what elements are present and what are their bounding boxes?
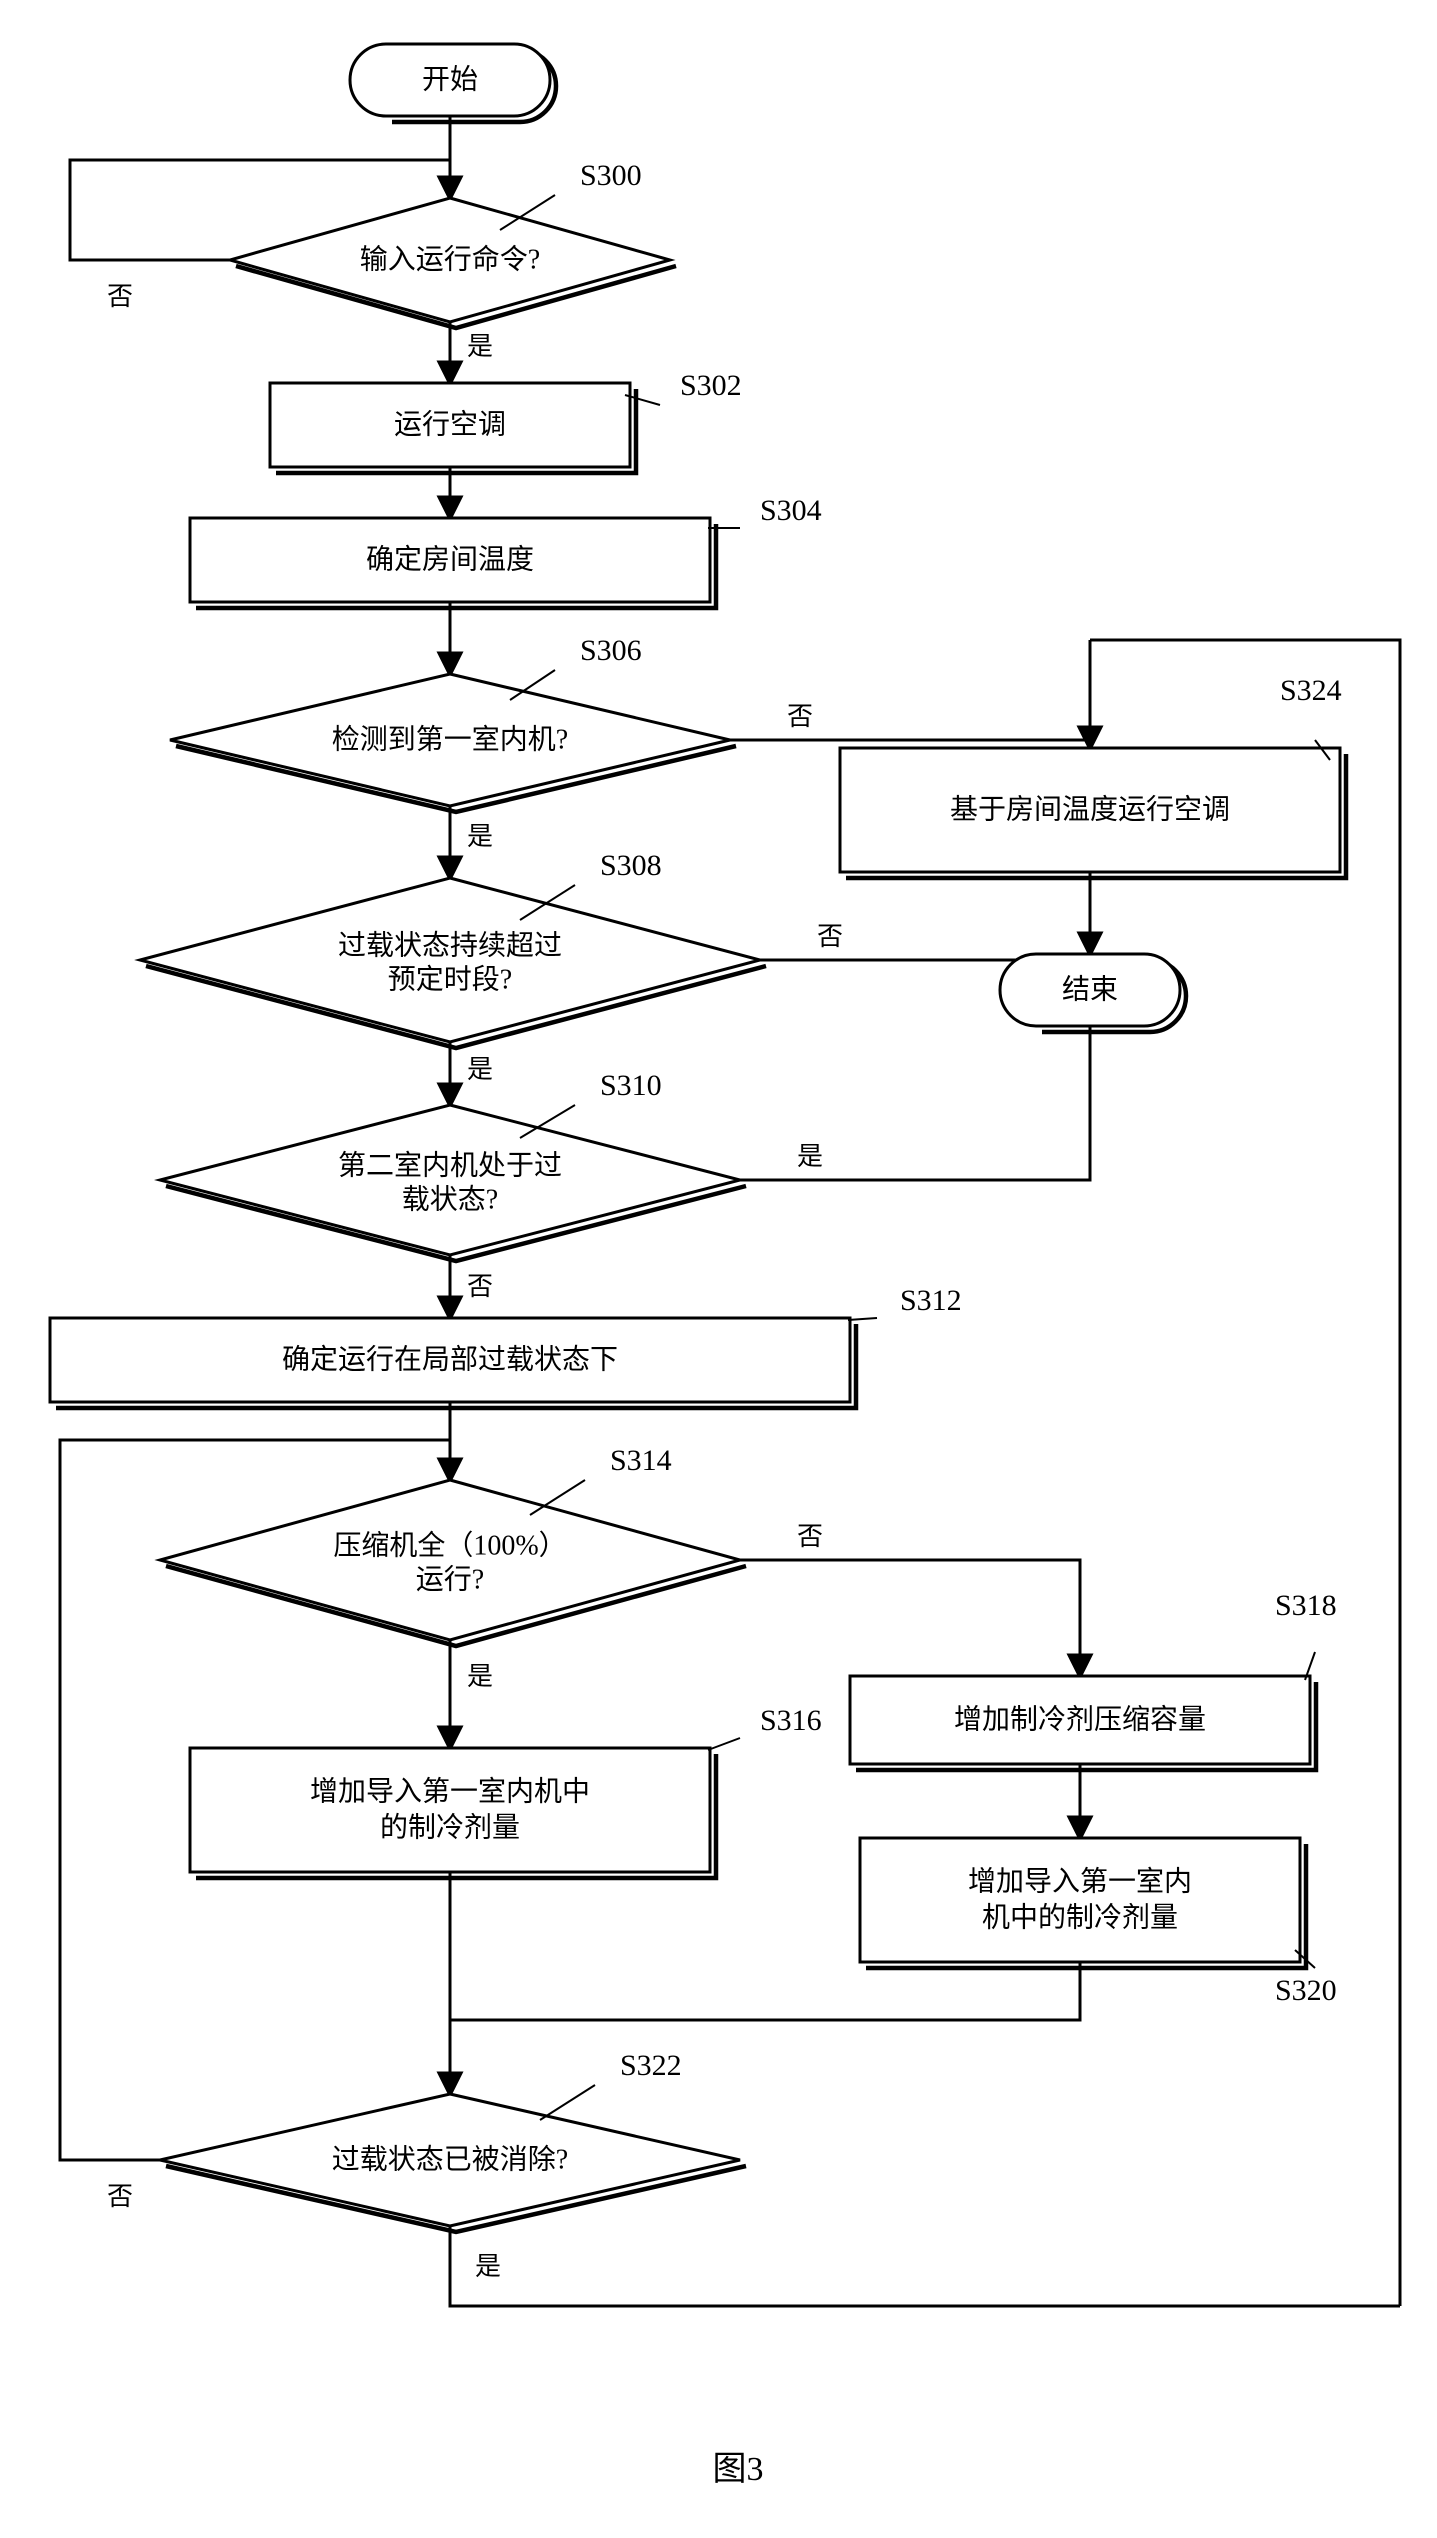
step-label-s318: S318 xyxy=(1275,1589,1337,1622)
decision-s308-text1: 过载状态持续超过 xyxy=(338,929,562,961)
branch-label: 是 xyxy=(475,2252,501,2281)
process-s302-text: 运行空调 xyxy=(394,408,506,440)
edge xyxy=(450,2226,1400,2306)
terminal-start-label: 开始 xyxy=(422,63,478,95)
terminal-end-label: 结束 xyxy=(1062,973,1118,1005)
decision-s308-text2: 预定时段? xyxy=(388,963,512,995)
step-label-s316: S316 xyxy=(760,1704,822,1737)
decision-s314-text1: 压缩机全（100%） xyxy=(333,1529,566,1561)
decision-s310-text1: 第二室内机处于过 xyxy=(338,1149,562,1181)
step-label-s302: S302 xyxy=(680,369,742,402)
leader-line xyxy=(540,2085,595,2120)
process-s320-text1: 增加导入第一室内 xyxy=(968,1865,1192,1897)
step-label-s306: S306 xyxy=(580,634,642,667)
branch-label: 否 xyxy=(107,282,133,311)
branch-label: 否 xyxy=(787,702,813,731)
process-s324-text: 基于房间温度运行空调 xyxy=(950,793,1230,825)
process-s320-text2: 机中的制冷剂量 xyxy=(982,1901,1178,1933)
step-label-s320: S320 xyxy=(1275,1974,1337,2007)
edge xyxy=(1090,640,1400,2306)
step-label-s312: S312 xyxy=(900,1284,962,1317)
branch-label: 是 xyxy=(467,332,493,361)
branch-label: 是 xyxy=(467,1055,493,1084)
process-s304-text: 确定房间温度 xyxy=(366,543,534,575)
step-label-s300: S300 xyxy=(580,159,642,192)
process-s316-text1: 增加导入第一室内机中 xyxy=(310,1775,590,1807)
process-s316 xyxy=(190,1748,710,1872)
step-label-s314: S314 xyxy=(610,1444,672,1477)
branch-label: 否 xyxy=(817,922,843,951)
branch-label: 否 xyxy=(797,1522,823,1551)
process-s320 xyxy=(860,1838,1300,1962)
branch-label: 否 xyxy=(467,1272,493,1301)
branch-label: 是 xyxy=(467,822,493,851)
step-label-s322: S322 xyxy=(620,2049,682,2082)
process-s312-text: 确定运行在局部过载状态下 xyxy=(282,1343,618,1375)
edge xyxy=(730,640,1090,748)
step-label-s324: S324 xyxy=(1280,674,1342,707)
edge xyxy=(740,1560,1080,1676)
branch-label: 否 xyxy=(107,2182,133,2211)
leader-line xyxy=(708,1738,740,1750)
step-label-s308: S308 xyxy=(600,849,662,882)
step-label-s310: S310 xyxy=(600,1069,662,1102)
step-label-s304: S304 xyxy=(760,494,822,527)
figure-caption: 图3 xyxy=(713,2451,764,2488)
process-s318-text: 增加制冷剂压缩容量 xyxy=(954,1703,1206,1735)
branch-label: 是 xyxy=(797,1142,823,1171)
edge xyxy=(450,1962,1080,2020)
decision-s300-text: 输入运行命令? xyxy=(360,243,540,275)
decision-s322-text: 过载状态已被消除? xyxy=(332,2143,568,2175)
process-s316-text2: 的制冷剂量 xyxy=(380,1811,520,1843)
decision-s306-text: 检测到第一室内机? xyxy=(332,723,568,755)
decision-s314-text2: 运行? xyxy=(416,1563,484,1595)
decision-s310-text2: 载状态? xyxy=(402,1183,498,1215)
branch-label: 是 xyxy=(467,1662,493,1691)
leader-line xyxy=(848,1318,877,1320)
